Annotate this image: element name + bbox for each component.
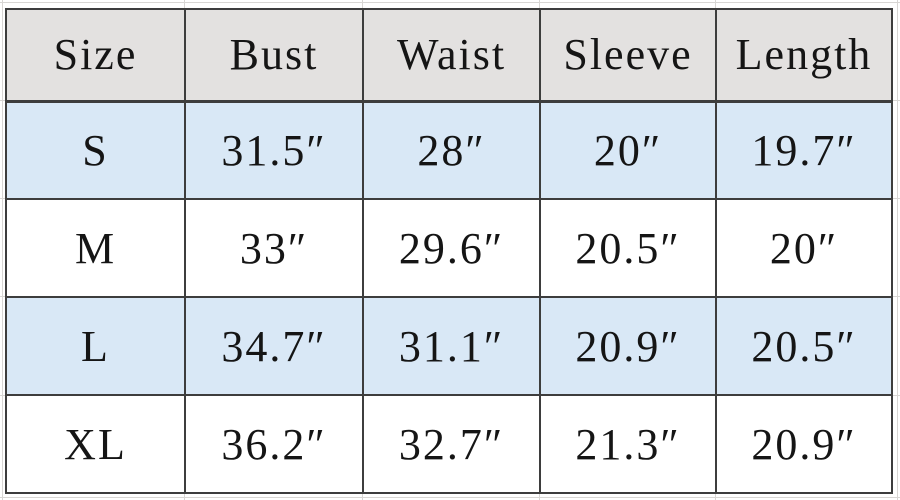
background-gridline <box>2 0 3 500</box>
column-header-bust: Bust <box>184 8 364 103</box>
cell-m-bust: 33″ <box>184 198 364 298</box>
cell-s-waist: 28″ <box>362 100 541 200</box>
cell-xl-bust: 36.2″ <box>184 394 364 494</box>
table-row-m: M 33″ 29.6″ 20.5″ 20″ <box>5 198 893 298</box>
row-label-xl: XL <box>5 394 186 494</box>
cell-s-sleeve: 20″ <box>539 100 717 200</box>
row-label-s: S <box>5 100 186 200</box>
table-row-s: S 31.5″ 28″ 20″ 19.7″ <box>5 100 893 200</box>
cell-l-waist: 31.1″ <box>362 296 541 396</box>
cell-m-sleeve: 20.5″ <box>539 198 717 298</box>
cell-s-bust: 31.5″ <box>184 100 364 200</box>
cell-xl-length: 20.9″ <box>715 394 893 494</box>
cell-xl-sleeve: 21.3″ <box>539 394 717 494</box>
background-gridline <box>897 0 898 500</box>
table-row-l: L 34.7″ 31.1″ 20.9″ 20.5″ <box>5 296 893 396</box>
background-gridline <box>0 497 900 498</box>
cell-m-waist: 29.6″ <box>362 198 541 298</box>
table-row-xl: XL 36.2″ 32.7″ 21.3″ 20.9″ <box>5 394 893 494</box>
row-label-m: M <box>5 198 186 298</box>
background-gridline <box>0 2 900 3</box>
column-header-length: Length <box>715 8 893 103</box>
cell-s-length: 19.7″ <box>715 100 893 200</box>
cell-xl-waist: 32.7″ <box>362 394 541 494</box>
cell-m-length: 20″ <box>715 198 893 298</box>
column-header-size: Size <box>5 8 186 103</box>
cell-l-bust: 34.7″ <box>184 296 364 396</box>
column-header-waist: Waist <box>362 8 541 103</box>
header-row: Size Bust Waist Sleeve Length <box>5 8 893 103</box>
size-chart-table: Size Bust Waist Sleeve Length S 31.5″ 28… <box>5 8 893 494</box>
cell-l-sleeve: 20.9″ <box>539 296 717 396</box>
column-header-sleeve: Sleeve <box>539 8 717 103</box>
row-label-l: L <box>5 296 186 396</box>
cell-l-length: 20.5″ <box>715 296 893 396</box>
